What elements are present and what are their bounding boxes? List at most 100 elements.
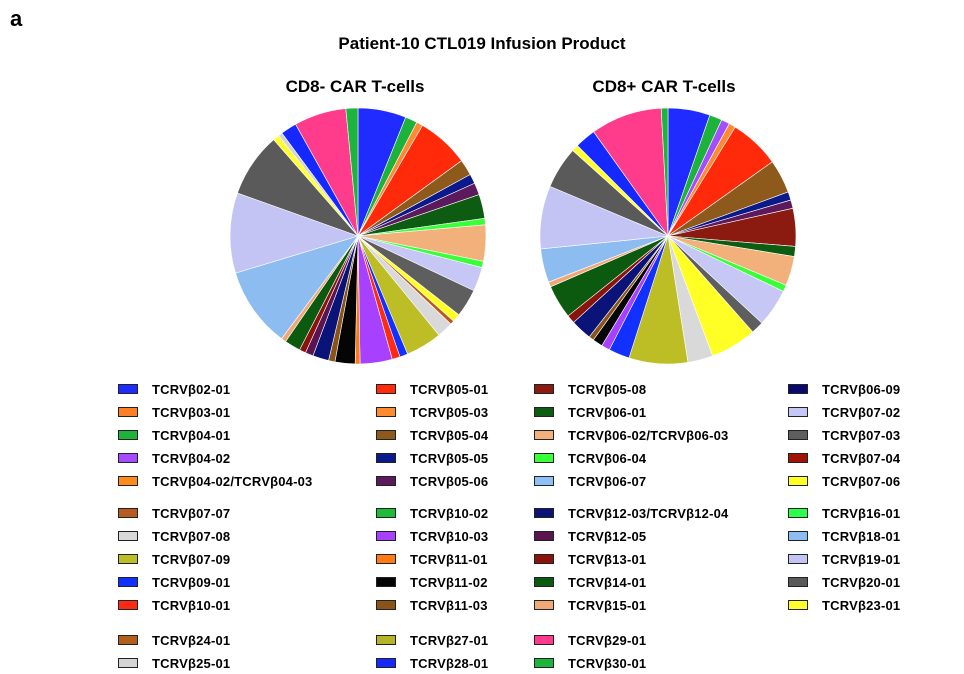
legend-swatch — [534, 508, 554, 518]
legend-swatch — [118, 577, 138, 587]
legend-item: TCRVβ07-03 — [788, 427, 900, 443]
legend-label: TCRVβ05-04 — [410, 427, 489, 443]
legend-swatch — [534, 476, 554, 486]
legend-swatch — [376, 600, 396, 610]
legend-swatch — [376, 554, 396, 564]
legend-label: TCRVβ07-04 — [822, 450, 901, 466]
legend-item: TCRVβ12-03/TCRVβ12-04 — [534, 505, 729, 521]
legend-label: TCRVβ27-01 — [410, 632, 489, 648]
legend-swatch — [534, 384, 554, 394]
legend-item: TCRVβ03-01 — [118, 404, 230, 420]
legend-swatch — [376, 658, 396, 668]
legend-item: TCRVβ07-08 — [118, 528, 230, 544]
legend-item: TCRVβ05-06 — [376, 473, 488, 489]
legend-item: TCRVβ07-07 — [118, 505, 230, 521]
legend-label: TCRVβ23-01 — [822, 597, 901, 613]
legend-swatch — [118, 635, 138, 645]
legend-item: TCRVβ04-02 — [118, 450, 230, 466]
legend-item: TCRVβ09-01 — [118, 574, 230, 590]
legend-item: TCRVβ19-01 — [788, 551, 900, 567]
legend-label: TCRVβ07-03 — [822, 427, 901, 443]
legend-label: TCRVβ11-03 — [410, 597, 488, 613]
legend-item: TCRVβ06-09 — [788, 381, 900, 397]
pie-slice — [229, 192, 359, 274]
legend-label: TCRVβ05-03 — [410, 404, 489, 420]
legend-swatch — [118, 407, 138, 417]
legend-swatch — [118, 384, 138, 394]
legend-item: TCRVβ05-05 — [376, 450, 488, 466]
legend-label: TCRVβ05-08 — [568, 381, 647, 397]
legend-item: TCRVβ14-01 — [534, 574, 646, 590]
legend-item: TCRVβ04-02/TCRVβ04-03 — [118, 473, 313, 489]
legend-swatch — [534, 531, 554, 541]
figure-title: Patient-10 CTL019 Infusion Product — [338, 34, 626, 53]
legend-swatch — [788, 430, 808, 440]
legend-item: TCRVβ07-06 — [788, 473, 900, 489]
legend-item: TCRVβ27-01 — [376, 632, 488, 648]
legend-swatch — [376, 476, 396, 486]
legend-label: TCRVβ03-01 — [152, 404, 231, 420]
legend-label: TCRVβ10-03 — [410, 528, 489, 544]
legend-swatch — [376, 531, 396, 541]
legend-label: TCRVβ25-01 — [152, 655, 231, 671]
legend-label: TCRVβ12-03/TCRVβ12-04 — [568, 505, 729, 521]
legend-swatch — [788, 453, 808, 463]
legend-swatch — [118, 658, 138, 668]
legend-item: TCRVβ29-01 — [534, 632, 646, 648]
legend-item: TCRVβ15-01 — [534, 597, 646, 613]
legend-label: TCRVβ13-01 — [568, 551, 647, 567]
pie-slice — [345, 107, 359, 237]
legend-label: TCRVβ06-07 — [568, 473, 647, 489]
pie-title-cd8-pos: CD8+ CAR T-cells — [592, 77, 736, 96]
legend-item: TCRVβ11-02 — [376, 574, 488, 590]
legend-swatch — [118, 531, 138, 541]
legend-swatch — [376, 508, 396, 518]
pie-slice — [235, 235, 359, 340]
legend-item: TCRVβ18-01 — [788, 528, 900, 544]
legend-label: TCRVβ05-01 — [410, 381, 489, 397]
legend-item: TCRVβ11-01 — [376, 551, 488, 567]
pie-charts — [229, 107, 797, 365]
legend-item: TCRVβ06-07 — [534, 473, 646, 489]
legend-swatch — [788, 577, 808, 587]
legend-label: TCRVβ29-01 — [568, 632, 647, 648]
legend-item: TCRVβ10-01 — [118, 597, 230, 613]
legend-label: TCRVβ10-01 — [152, 597, 231, 613]
legend-item: TCRVβ12-05 — [534, 528, 646, 544]
legend-item: TCRVβ02-01 — [118, 381, 230, 397]
legend-swatch — [376, 635, 396, 645]
legend-item: TCRVβ16-01 — [788, 505, 900, 521]
legend-label: TCRVβ07-07 — [152, 505, 231, 521]
legend-swatch — [788, 384, 808, 394]
legend-swatch — [534, 554, 554, 564]
legend-swatch — [534, 635, 554, 645]
legend-label: TCRVβ28-01 — [410, 655, 489, 671]
legend-label: TCRVβ10-02 — [410, 505, 489, 521]
legend-swatch — [118, 453, 138, 463]
legend-label: TCRVβ15-01 — [568, 597, 647, 613]
legend-swatch — [534, 658, 554, 668]
legend-swatch — [118, 476, 138, 486]
legend-item: TCRVβ25-01 — [118, 655, 230, 671]
legend-label: TCRVβ20-01 — [822, 574, 901, 590]
pie-cd8-neg — [229, 107, 487, 365]
legend-swatch — [534, 407, 554, 417]
legend-label: TCRVβ12-05 — [568, 528, 647, 544]
legend-swatch — [788, 531, 808, 541]
legend-swatch — [534, 430, 554, 440]
legend-item: TCRVβ06-02/TCRVβ06-03 — [534, 427, 729, 443]
legend-swatch — [118, 430, 138, 440]
legend-label: TCRVβ06-09 — [822, 381, 901, 397]
legend-label: TCRVβ11-02 — [410, 574, 488, 590]
legend-swatch — [788, 508, 808, 518]
legend-label: TCRVβ05-05 — [410, 450, 489, 466]
legend-label: TCRVβ18-01 — [822, 528, 901, 544]
legend-label: TCRVβ11-01 — [410, 551, 488, 567]
legend-label: TCRVβ16-01 — [822, 505, 901, 521]
legend-item: TCRVβ30-01 — [534, 655, 646, 671]
legend-item: TCRVβ28-01 — [376, 655, 488, 671]
legend-label: TCRVβ05-06 — [410, 473, 489, 489]
pie-title-cd8-neg: CD8- CAR T-cells — [285, 77, 425, 96]
pie-slice — [660, 107, 669, 237]
